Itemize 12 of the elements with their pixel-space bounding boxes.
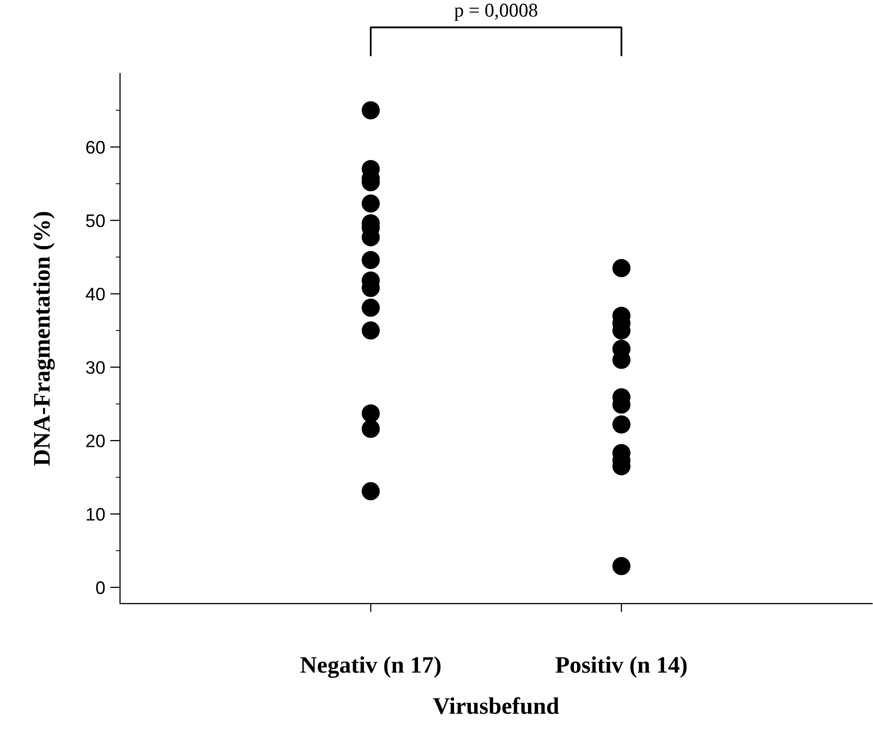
y-tick-label: 10 <box>86 508 105 521</box>
y-tick-label: 30 <box>86 361 105 374</box>
x-tick-label: Negativ (n 17) <box>300 656 441 678</box>
y-tick-label: 60 <box>86 140 105 154</box>
y-tick-label: 0 <box>96 581 105 594</box>
x-axis-title: Virusbefund <box>433 697 560 714</box>
y-tick-label: 20 <box>86 434 105 448</box>
x-tick-label: Positiv (n 14) <box>556 656 687 678</box>
y-tick-label: 50 <box>86 214 105 228</box>
y-axis-title: DNA-Fragmentation (%) <box>33 212 55 466</box>
y-tick-label: 40 <box>86 288 105 301</box>
text: p = 0,0008 <box>454 4 538 21</box>
